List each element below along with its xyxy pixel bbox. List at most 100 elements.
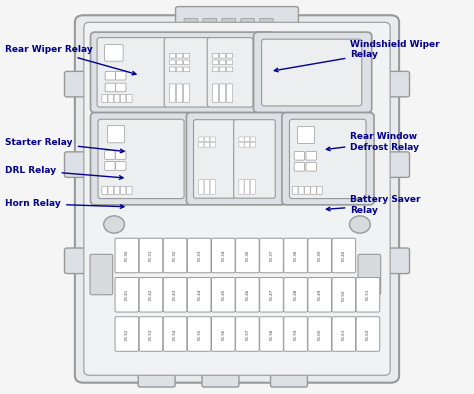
Text: F2.47: F2.47 xyxy=(270,289,273,301)
FancyBboxPatch shape xyxy=(234,120,275,198)
FancyBboxPatch shape xyxy=(210,137,215,141)
Text: F2.36: F2.36 xyxy=(246,250,249,261)
FancyBboxPatch shape xyxy=(108,126,125,143)
FancyBboxPatch shape xyxy=(260,238,283,273)
Text: F2.46: F2.46 xyxy=(246,289,249,301)
FancyBboxPatch shape xyxy=(239,137,244,141)
FancyBboxPatch shape xyxy=(308,238,331,273)
FancyBboxPatch shape xyxy=(260,19,273,27)
FancyBboxPatch shape xyxy=(204,137,210,141)
Text: F2.59: F2.59 xyxy=(293,328,298,340)
FancyBboxPatch shape xyxy=(139,277,163,312)
Text: F2.44: F2.44 xyxy=(197,289,201,300)
Text: F2.62: F2.62 xyxy=(366,328,370,340)
FancyBboxPatch shape xyxy=(298,126,315,143)
FancyBboxPatch shape xyxy=(175,7,299,30)
FancyBboxPatch shape xyxy=(183,67,190,72)
FancyBboxPatch shape xyxy=(262,39,362,106)
FancyBboxPatch shape xyxy=(212,67,219,72)
FancyBboxPatch shape xyxy=(308,317,331,351)
FancyBboxPatch shape xyxy=(105,71,116,80)
Text: F2.39: F2.39 xyxy=(318,250,322,261)
FancyBboxPatch shape xyxy=(116,83,126,92)
FancyBboxPatch shape xyxy=(64,248,88,273)
FancyBboxPatch shape xyxy=(239,142,244,147)
FancyBboxPatch shape xyxy=(227,67,233,72)
FancyBboxPatch shape xyxy=(219,67,226,72)
FancyBboxPatch shape xyxy=(127,186,132,194)
FancyBboxPatch shape xyxy=(241,19,255,27)
FancyBboxPatch shape xyxy=(356,317,380,351)
FancyBboxPatch shape xyxy=(284,317,308,351)
Text: F2.58: F2.58 xyxy=(270,328,273,340)
FancyBboxPatch shape xyxy=(202,370,239,387)
FancyBboxPatch shape xyxy=(163,238,187,273)
FancyBboxPatch shape xyxy=(163,277,187,312)
FancyBboxPatch shape xyxy=(105,162,115,170)
FancyBboxPatch shape xyxy=(227,53,233,58)
FancyBboxPatch shape xyxy=(108,95,114,102)
FancyBboxPatch shape xyxy=(169,67,175,72)
FancyBboxPatch shape xyxy=(332,238,356,273)
FancyBboxPatch shape xyxy=(250,137,255,141)
Text: F2.31: F2.31 xyxy=(149,250,153,261)
FancyBboxPatch shape xyxy=(356,277,380,312)
FancyBboxPatch shape xyxy=(138,370,175,387)
FancyBboxPatch shape xyxy=(211,317,235,351)
FancyBboxPatch shape xyxy=(176,84,182,102)
FancyBboxPatch shape xyxy=(169,60,175,65)
FancyBboxPatch shape xyxy=(210,180,215,194)
FancyBboxPatch shape xyxy=(386,71,410,97)
FancyBboxPatch shape xyxy=(245,137,250,141)
FancyBboxPatch shape xyxy=(284,238,308,273)
FancyBboxPatch shape xyxy=(169,84,175,102)
Text: F2.40: F2.40 xyxy=(342,250,346,261)
FancyBboxPatch shape xyxy=(102,186,108,194)
FancyBboxPatch shape xyxy=(260,277,283,312)
FancyBboxPatch shape xyxy=(219,84,226,102)
Text: DRL Relay: DRL Relay xyxy=(5,166,123,179)
FancyBboxPatch shape xyxy=(64,152,88,177)
FancyBboxPatch shape xyxy=(245,142,250,147)
FancyBboxPatch shape xyxy=(105,45,123,61)
FancyBboxPatch shape xyxy=(120,95,126,102)
FancyBboxPatch shape xyxy=(187,238,211,273)
Text: F2.33: F2.33 xyxy=(197,250,201,261)
FancyBboxPatch shape xyxy=(115,317,139,351)
FancyBboxPatch shape xyxy=(193,120,235,198)
FancyBboxPatch shape xyxy=(332,317,356,351)
FancyBboxPatch shape xyxy=(210,142,215,147)
FancyBboxPatch shape xyxy=(114,186,120,194)
Text: F2.56: F2.56 xyxy=(221,328,225,340)
Text: F2.45: F2.45 xyxy=(221,289,225,301)
Text: F2.42: F2.42 xyxy=(149,289,153,301)
FancyBboxPatch shape xyxy=(250,180,255,194)
FancyBboxPatch shape xyxy=(358,254,381,295)
FancyBboxPatch shape xyxy=(305,186,310,194)
Text: F2.55: F2.55 xyxy=(197,328,201,340)
FancyBboxPatch shape xyxy=(164,37,210,107)
FancyBboxPatch shape xyxy=(204,142,210,147)
Text: F2.51: F2.51 xyxy=(366,289,370,301)
FancyBboxPatch shape xyxy=(116,162,126,170)
Text: Rear Wiper Relay: Rear Wiper Relay xyxy=(5,45,136,75)
Text: F2.48: F2.48 xyxy=(293,289,298,301)
FancyBboxPatch shape xyxy=(199,180,204,194)
FancyBboxPatch shape xyxy=(212,84,219,102)
FancyBboxPatch shape xyxy=(250,142,255,147)
FancyBboxPatch shape xyxy=(386,152,410,177)
FancyBboxPatch shape xyxy=(290,119,366,199)
FancyBboxPatch shape xyxy=(187,317,211,351)
Text: F2.57: F2.57 xyxy=(246,328,249,340)
FancyBboxPatch shape xyxy=(332,277,356,312)
FancyBboxPatch shape xyxy=(90,254,113,295)
FancyBboxPatch shape xyxy=(97,37,166,107)
FancyBboxPatch shape xyxy=(169,53,175,58)
FancyBboxPatch shape xyxy=(236,238,259,273)
FancyBboxPatch shape xyxy=(260,317,283,351)
FancyBboxPatch shape xyxy=(115,238,139,273)
Text: F2.34: F2.34 xyxy=(221,250,225,261)
FancyBboxPatch shape xyxy=(84,22,390,375)
FancyBboxPatch shape xyxy=(116,151,126,159)
FancyBboxPatch shape xyxy=(282,113,374,205)
